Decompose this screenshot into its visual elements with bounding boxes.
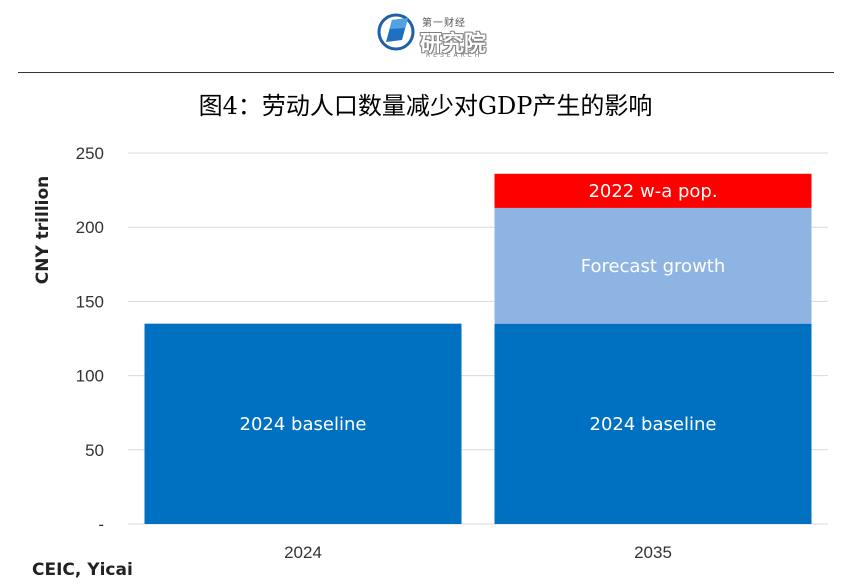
y-axis-ticks: - 50 100 150 200 250 [76,144,104,534]
chart-title: 图4：劳动人口数量减少对GDP产生的影响 [198,92,653,120]
logo-top-text: 第一财经 [422,18,466,29]
bar-segment-label: 2024 baseline [590,414,717,435]
y-tick-label: - [98,515,104,534]
y-tick-label: 150 [76,292,104,311]
bars: 2024 baseline 2024 baseline Forecast growt… [144,173,812,524]
y-tick-label: 50 [85,441,104,460]
bar-segment-2024-baseline [144,323,462,524]
bar-segment-label: Forecast growth [581,256,726,277]
x-tick-label: 2035 [634,543,672,562]
x-tick-label: 2024 [284,543,322,562]
report-header: 第一财经 研究院 RESEARCH [0,0,851,74]
y-axis-label: CNY trillion [33,176,53,285]
bar-segment-forecast-growth [494,207,812,324]
y-tick-label: 250 [76,144,104,163]
bar-segment-2022-w-a-pop- [494,173,812,208]
bar-segment-label: 2022 w-a pop. [588,181,717,202]
bar-segment-label: 2024 baseline [240,414,367,435]
logo-sub-text: RESEARCH [426,52,483,59]
source-note: CEIC, Yicai [32,560,133,580]
logo-emblem-icon [377,13,415,51]
y-tick-label: 100 [76,367,104,386]
header-divider [18,72,834,73]
logo-main-text: 研究院 [420,32,487,57]
bar-segment-2024-baseline [494,323,812,524]
x-axis-ticks: 2024 2035 [284,543,672,562]
yicai-research-logo: 第一财经 研究院 RESEARCH [376,8,496,59]
y-tick-label: 200 [76,218,104,237]
